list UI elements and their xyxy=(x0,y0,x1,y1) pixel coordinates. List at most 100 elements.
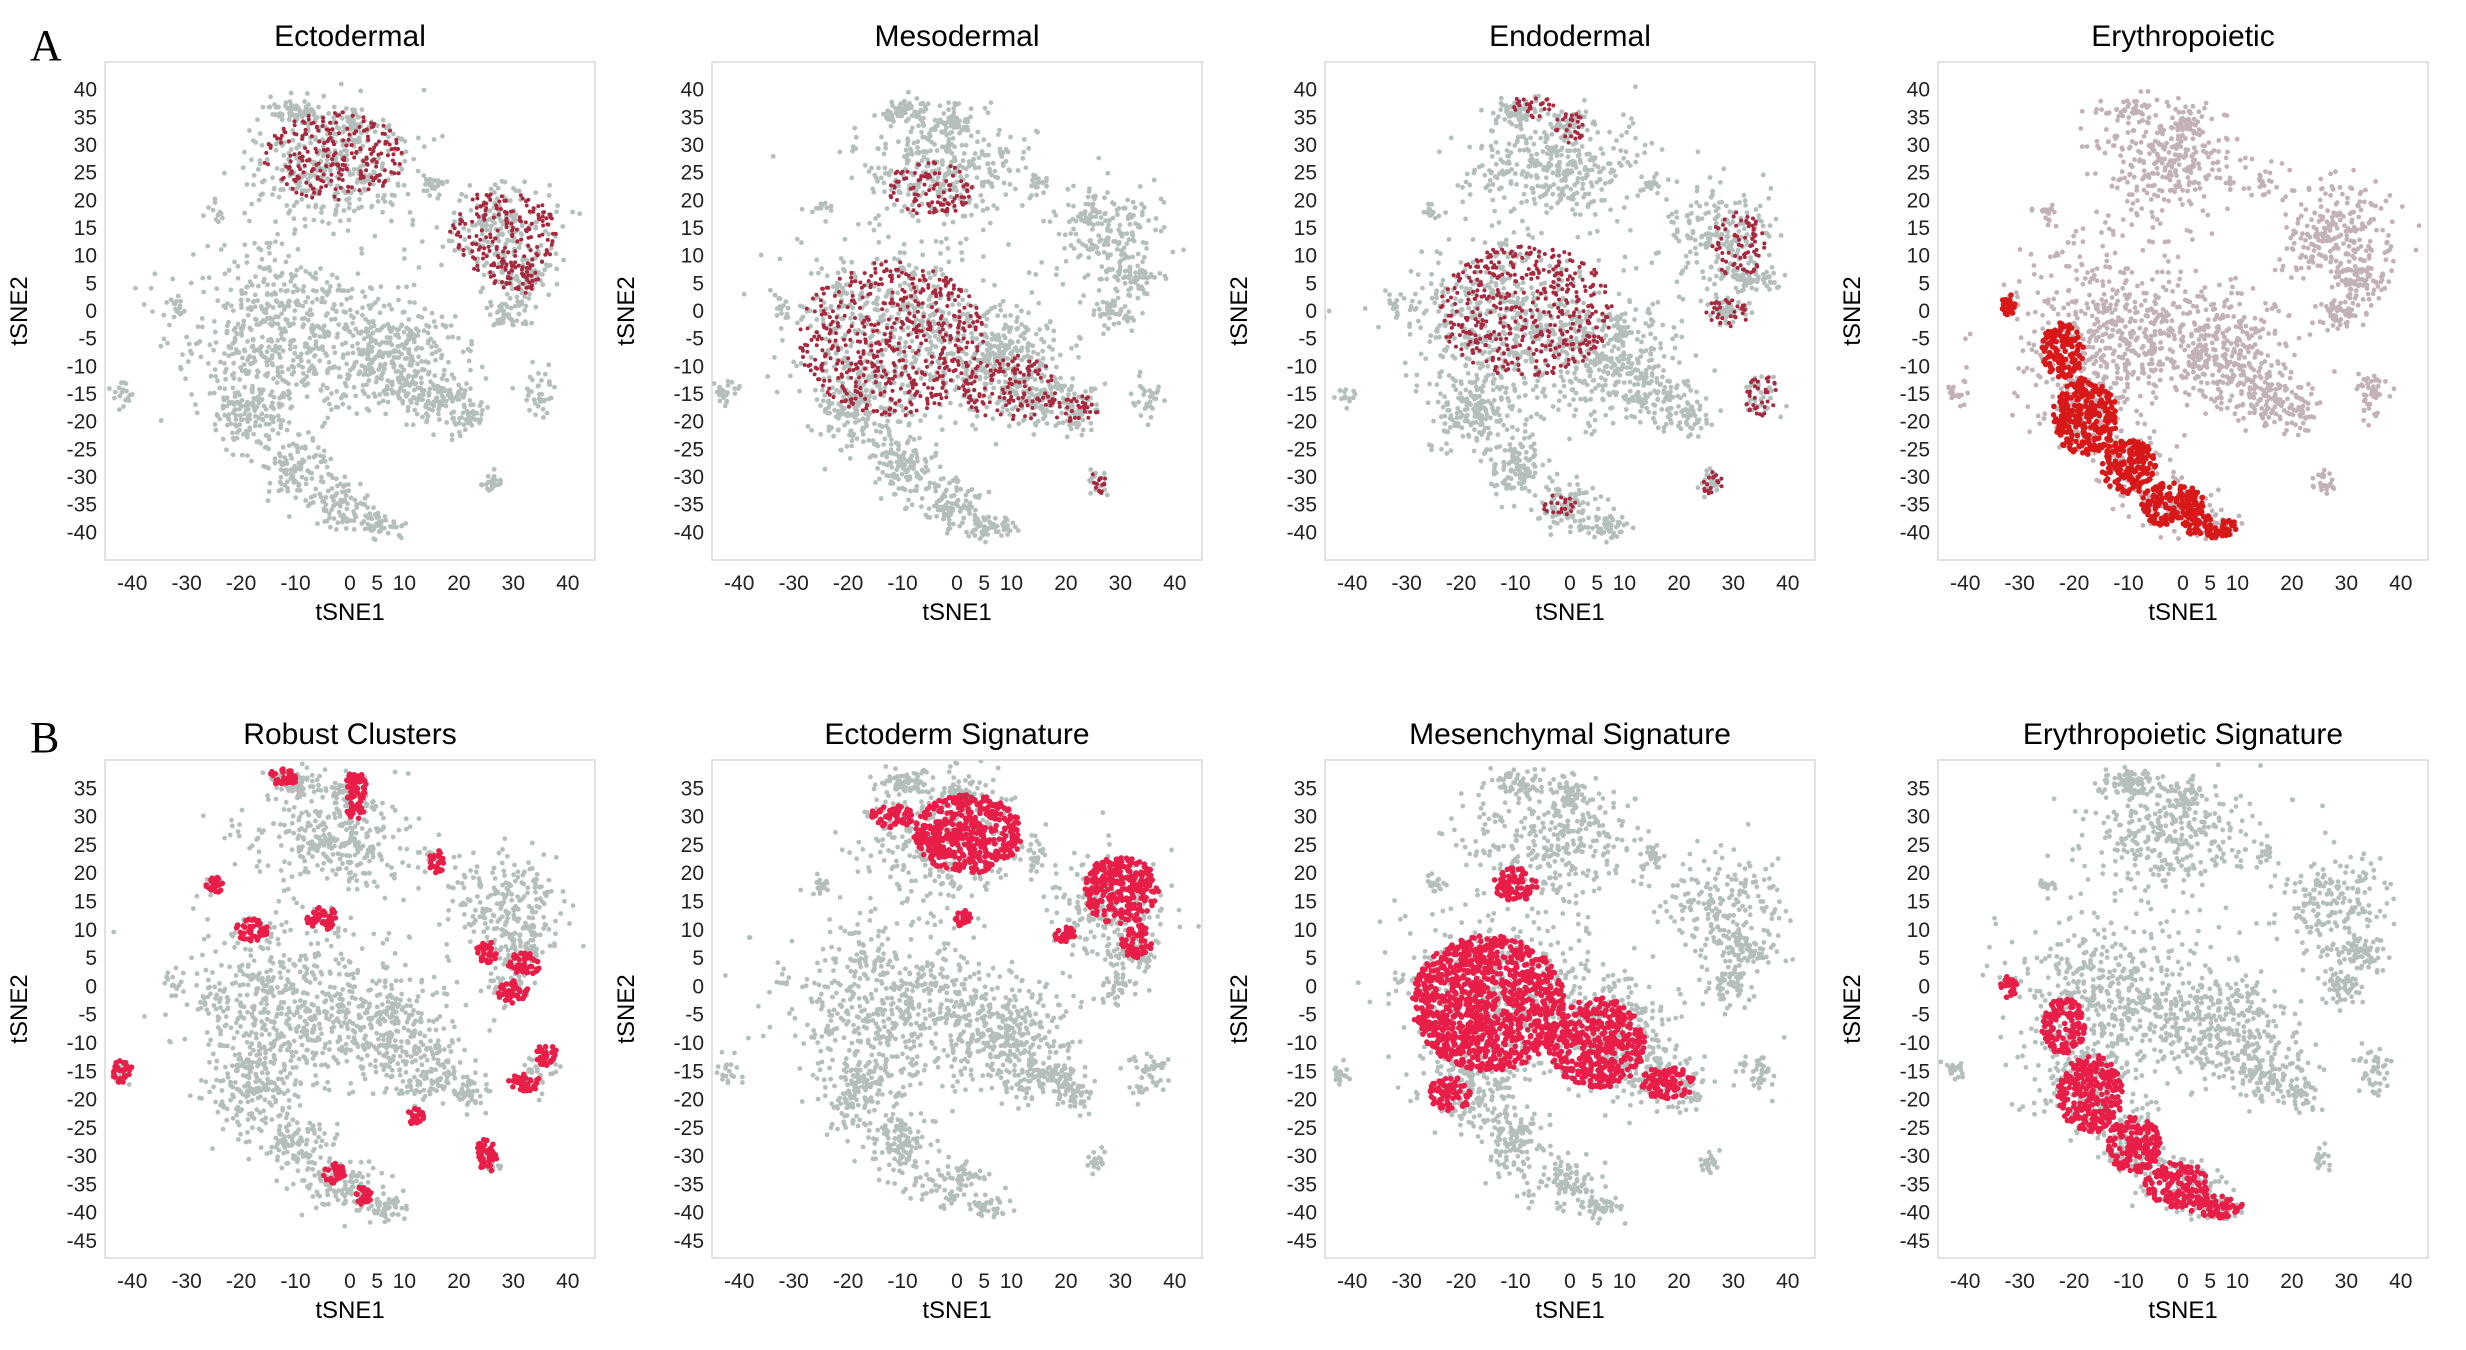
background-point xyxy=(937,308,943,314)
background-point xyxy=(1003,158,1009,164)
background-point xyxy=(231,360,237,366)
background-point xyxy=(1125,318,1130,324)
background-point xyxy=(882,170,888,176)
background-point xyxy=(830,385,835,391)
y-tick-label: -15 xyxy=(674,383,704,406)
background-point xyxy=(373,379,379,385)
background-point xyxy=(961,502,967,508)
background-point xyxy=(319,286,325,292)
highlight-point xyxy=(321,115,326,120)
background-point xyxy=(500,221,506,226)
background-point xyxy=(405,404,411,410)
background-point xyxy=(546,193,552,198)
background-point xyxy=(328,456,334,462)
background-point xyxy=(251,404,257,410)
background-point xyxy=(1098,313,1103,319)
highlight-point xyxy=(381,123,386,128)
highlight-point xyxy=(333,187,338,192)
highlight-point xyxy=(529,273,534,278)
background-point xyxy=(1078,211,1084,216)
highlight-point xyxy=(517,218,522,222)
highlight-point xyxy=(364,156,369,161)
background-point xyxy=(309,476,315,481)
background-point xyxy=(956,301,962,307)
background-point xyxy=(848,428,854,434)
background-point xyxy=(433,324,438,330)
background-point xyxy=(281,153,287,158)
background-point xyxy=(993,352,998,358)
background-point xyxy=(933,238,939,244)
background-point xyxy=(207,342,213,348)
background-point xyxy=(320,382,326,388)
background-point xyxy=(340,355,346,360)
background-point xyxy=(348,495,354,501)
background-point xyxy=(1114,207,1120,213)
x-tick-label: -40 xyxy=(117,572,147,595)
background-point xyxy=(320,458,326,463)
highlight-point xyxy=(382,168,387,173)
background-point xyxy=(570,209,575,215)
background-point xyxy=(781,303,786,308)
highlight-point xyxy=(520,196,525,201)
background-point xyxy=(533,225,539,231)
background-point xyxy=(869,165,874,171)
background-point xyxy=(1110,267,1115,272)
background-point xyxy=(375,510,381,516)
background-point xyxy=(141,302,147,307)
background-point xyxy=(452,248,458,253)
background-point xyxy=(1033,272,1039,277)
background-point xyxy=(365,174,371,180)
highlight-point xyxy=(483,208,488,213)
background-point xyxy=(311,333,317,339)
highlight-point xyxy=(478,237,483,242)
background-point xyxy=(337,503,343,509)
highlight-point xyxy=(313,146,318,151)
background-point xyxy=(820,387,825,393)
highlight-point xyxy=(506,250,511,255)
background-point xyxy=(247,128,252,133)
highlight-point xyxy=(383,178,388,183)
background-point xyxy=(911,462,917,468)
background-point xyxy=(1170,249,1176,255)
background-point xyxy=(338,513,344,519)
highlight-point xyxy=(310,167,315,172)
background-point xyxy=(485,239,491,245)
background-point xyxy=(306,359,311,364)
background-point xyxy=(314,464,320,470)
background-point xyxy=(474,260,480,265)
background-point xyxy=(438,355,444,361)
background-point xyxy=(330,306,336,312)
background-point xyxy=(921,109,926,114)
background-point xyxy=(958,240,963,246)
background-point xyxy=(158,343,164,349)
background-point xyxy=(1059,410,1065,416)
background-point xyxy=(1060,420,1066,426)
background-point xyxy=(271,185,277,191)
background-point xyxy=(339,288,345,294)
background-point xyxy=(911,306,917,311)
background-point xyxy=(951,110,957,115)
background-point xyxy=(411,282,417,288)
background-point xyxy=(206,275,212,281)
background-point xyxy=(252,292,258,298)
background-point xyxy=(876,165,881,171)
highlight-point xyxy=(504,211,509,216)
background-point xyxy=(932,333,938,339)
background-point xyxy=(411,156,416,162)
highlight-point xyxy=(476,214,481,219)
background-point xyxy=(878,387,883,393)
background-point xyxy=(178,298,184,304)
highlight-point xyxy=(549,242,554,247)
background-point xyxy=(313,339,319,344)
background-point xyxy=(175,293,181,299)
background-point xyxy=(1014,319,1019,324)
background-point xyxy=(838,447,844,453)
background-point xyxy=(401,388,407,394)
background-point xyxy=(281,282,287,287)
background-point xyxy=(924,135,929,141)
background-point xyxy=(167,322,172,328)
background-point xyxy=(1105,170,1111,176)
highlight-point xyxy=(334,120,339,125)
background-point xyxy=(1067,219,1072,225)
background-point xyxy=(118,380,124,386)
